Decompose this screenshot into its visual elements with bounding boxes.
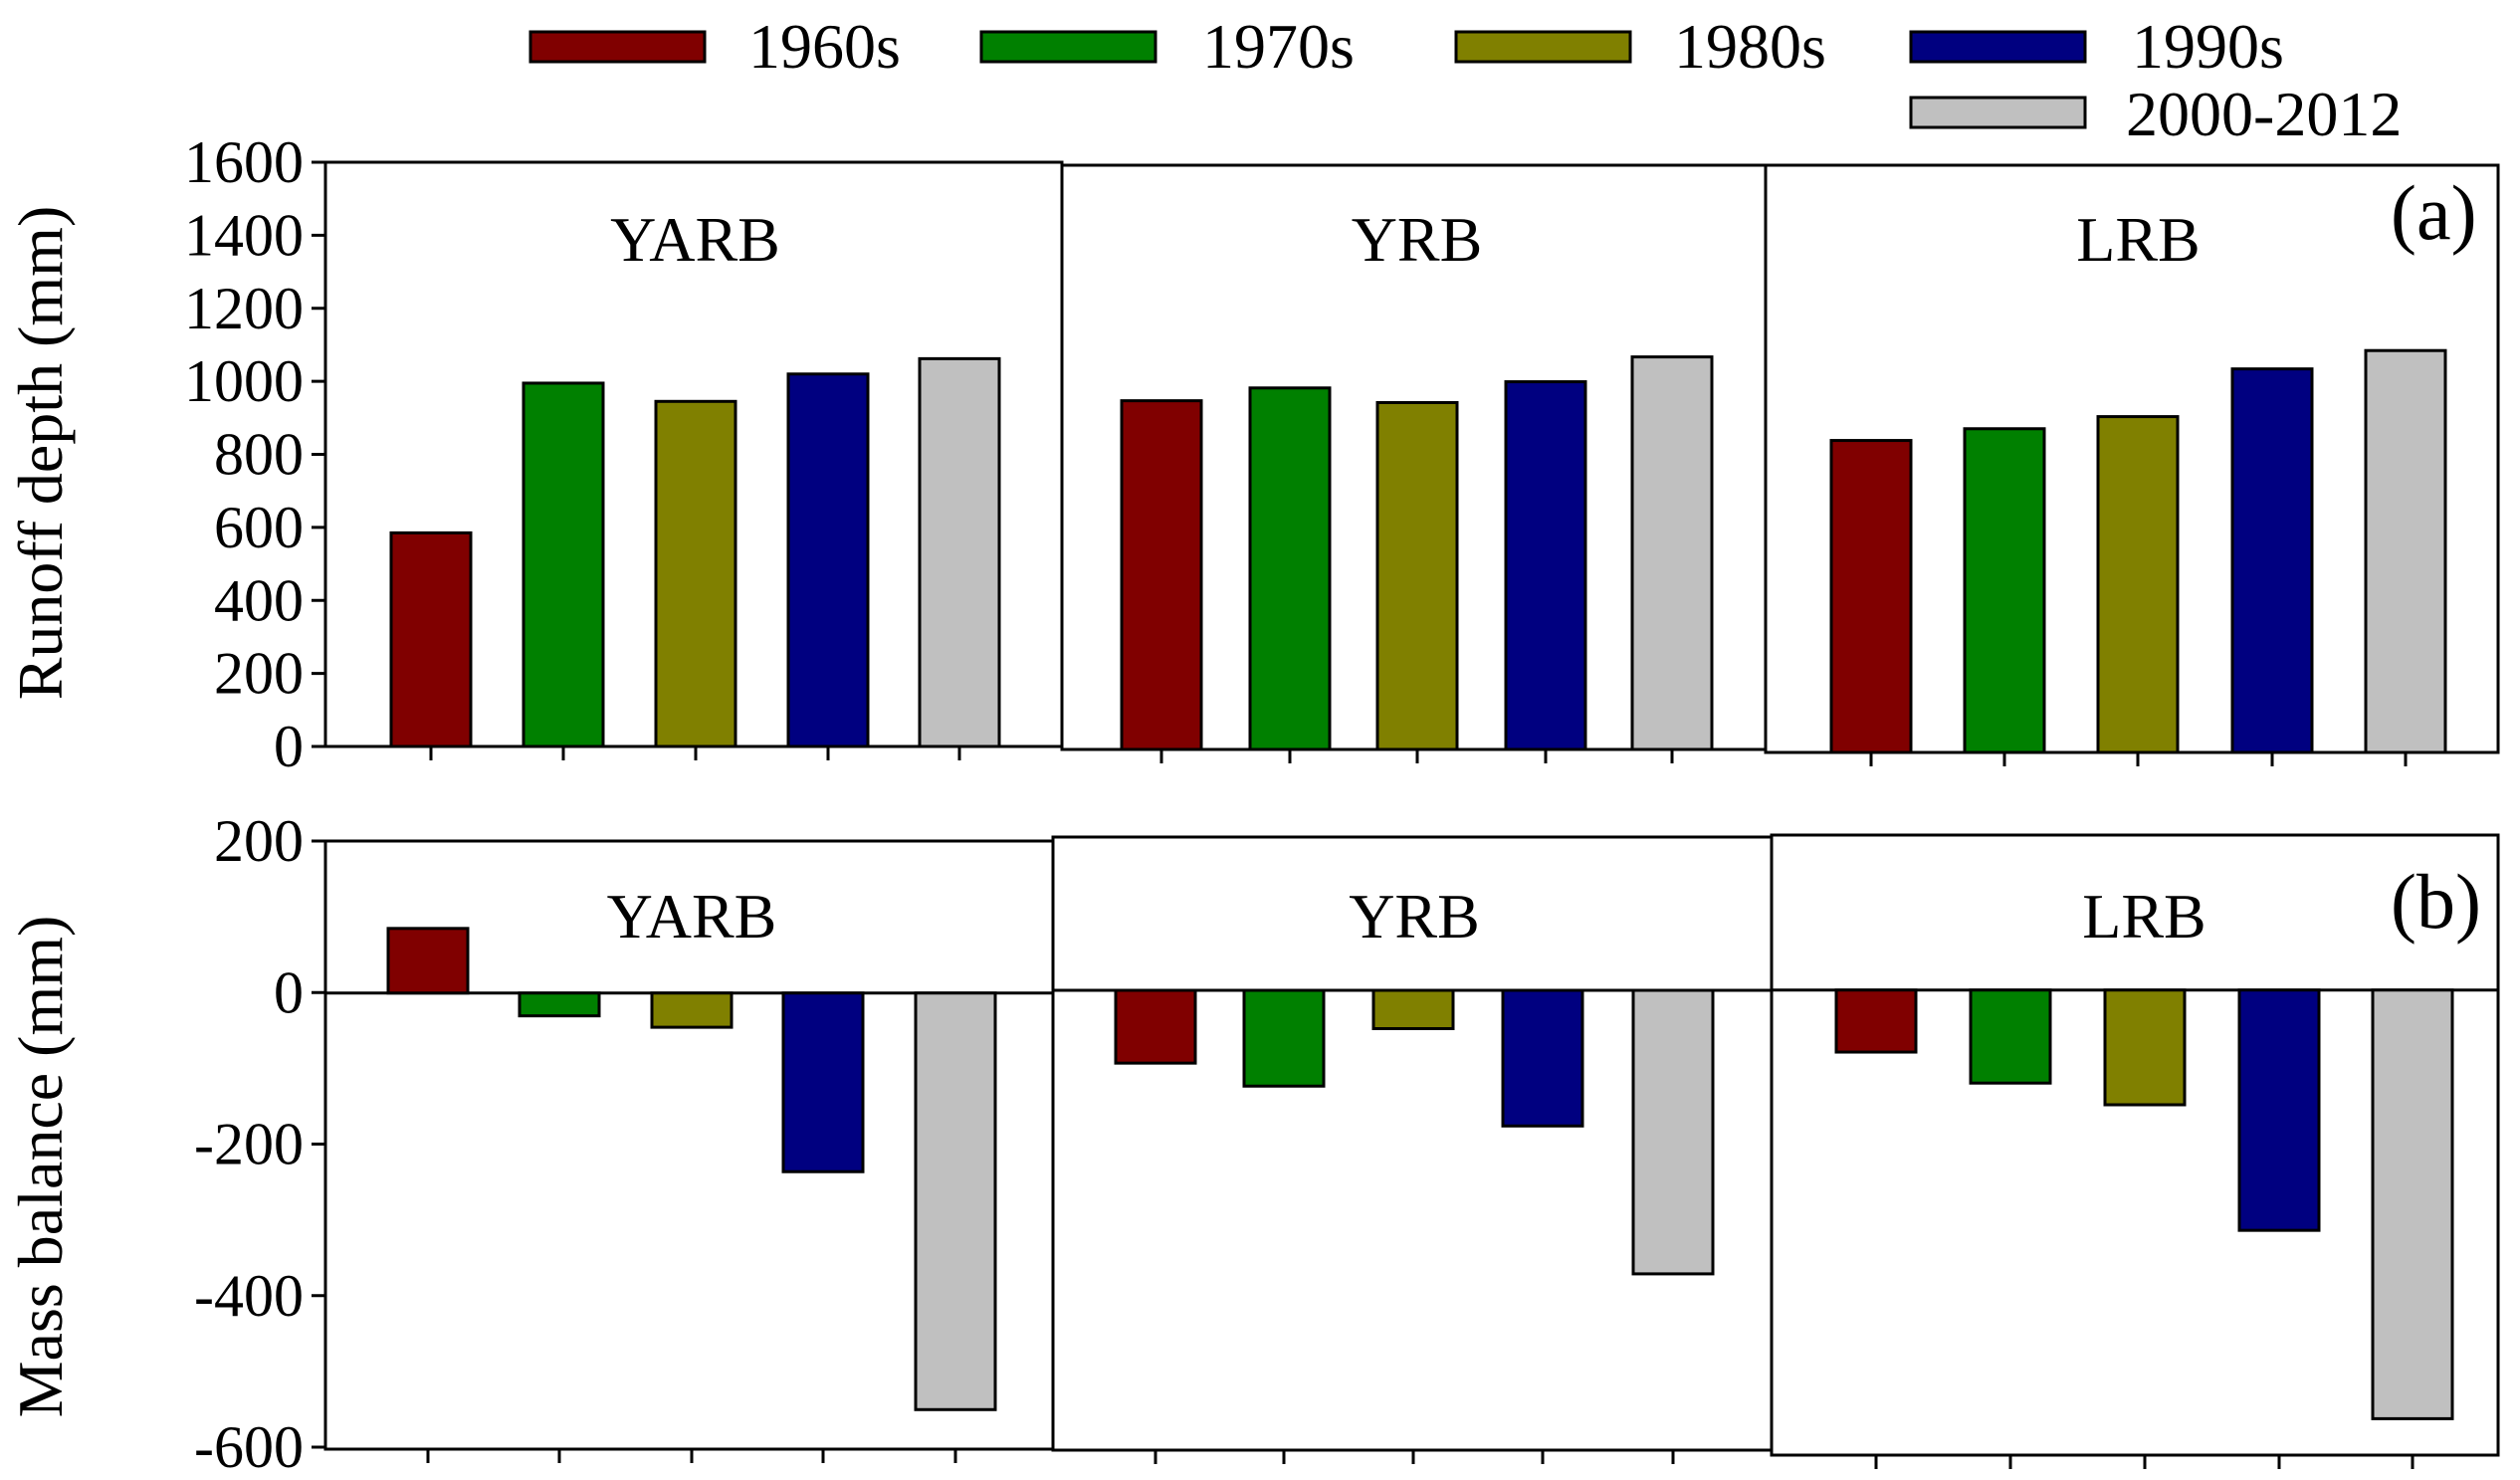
y-tick-label: -600 [194,1414,304,1480]
y-tick-label: 1400 [184,202,304,268]
legend-swatch-1 [528,30,707,64]
bar-lrb-4 [2230,367,2314,754]
subplot-yarb: YARB [323,160,1064,760]
y-tick-label: 0 [274,959,304,1025]
legend-label-5: 2000-2012 [2126,79,2402,149]
legend-label-3: 1980s [1674,11,1826,82]
subplot-title: YRB [1352,204,1483,275]
legend-swatch-5 [1909,96,2087,129]
bar-yarb-4 [781,991,865,1173]
subplot-title: LRB [2082,881,2205,951]
y-tick-label: 600 [214,495,304,560]
bar-yrb-4 [1501,988,1584,1128]
legend-label-1: 1960s [748,11,901,82]
y-tick-label: 800 [214,422,304,488]
panel-label-b: (b) [2391,858,2481,945]
bar-yrb-5 [1630,355,1714,751]
bar-yrb-5 [1631,988,1715,1276]
subplot-lrb: LRB [1764,163,2500,766]
bar-yarb-2 [518,991,601,1018]
bar-lrb-1 [1829,439,1913,754]
bar-yarb-5 [918,356,1001,748]
y-tick-label: 1200 [184,276,304,341]
subplot-yrb: YRB [1060,163,1768,763]
subplot-title: LRB [2076,204,2200,275]
subplot-title: YARB [607,881,777,951]
subplot-yrb: YRB [1051,835,1774,1464]
y-tick-label: 0 [274,714,304,779]
bar-yrb-4 [1504,380,1587,751]
bar-yrb-3 [1371,988,1455,1030]
y-tick-label: -400 [194,1263,304,1329]
bar-yarb-1 [389,530,473,748]
y-tick-label: 1000 [184,348,304,414]
legend-swatch-3 [1454,30,1632,64]
bar-lrb-5 [2371,988,2454,1420]
y-axis-label-mass-balance: Mass balance (mm) [5,916,76,1418]
y-tick-label: 1600 [184,129,304,195]
y-tick-label: 400 [214,567,304,633]
bar-yrb-2 [1248,386,1332,751]
plot-frame [1770,833,2500,1457]
legend-swatch-4 [1909,30,2087,64]
y-tick-label: 200 [214,641,304,707]
bar-yrb-2 [1242,988,1326,1088]
bar-lrb-3 [2103,988,2187,1107]
y-tick-label: -200 [194,1112,304,1177]
bar-yarb-1 [386,927,470,995]
bar-yarb-3 [654,399,737,748]
bar-yrb-1 [1114,988,1197,1065]
bar-lrb-2 [1963,427,2046,754]
y-axis-label-runoff: Runoff depth (mm) [5,206,76,701]
bar-lrb-2 [1969,988,2052,1085]
panel-label-a: (a) [2391,169,2477,256]
panel-a: 0 200 400 600 800 1000 1200 1400 1600 YARB YRB LRB [184,129,2500,779]
bar-yarb-5 [914,991,997,1411]
subplot-yarb: YARB [323,839,1055,1463]
bar-yarb-2 [522,381,605,748]
bar-lrb-3 [2096,415,2180,754]
bar-yrb-3 [1375,400,1459,751]
panel-b: -600 -400 -200 0 200 YARB YRB LRB [194,808,2500,1480]
bar-lrb-1 [1834,988,1918,1054]
bar-lrb-5 [2364,348,2447,754]
subplot-title: YRB [1349,881,1480,951]
legend-swatch-2 [979,30,1157,64]
subplot-title: YARB [610,204,780,275]
bar-lrb-4 [2237,988,2321,1232]
legend-label-2: 1970s [1202,11,1355,82]
y-tick-label: 200 [214,808,304,874]
bar-yrb-1 [1120,399,1203,751]
bar-yarb-3 [650,991,734,1029]
bar-yarb-4 [786,372,870,748]
legend-label-4: 1990s [2132,11,2284,82]
subplot-lrb: LRB [1770,833,2500,1469]
